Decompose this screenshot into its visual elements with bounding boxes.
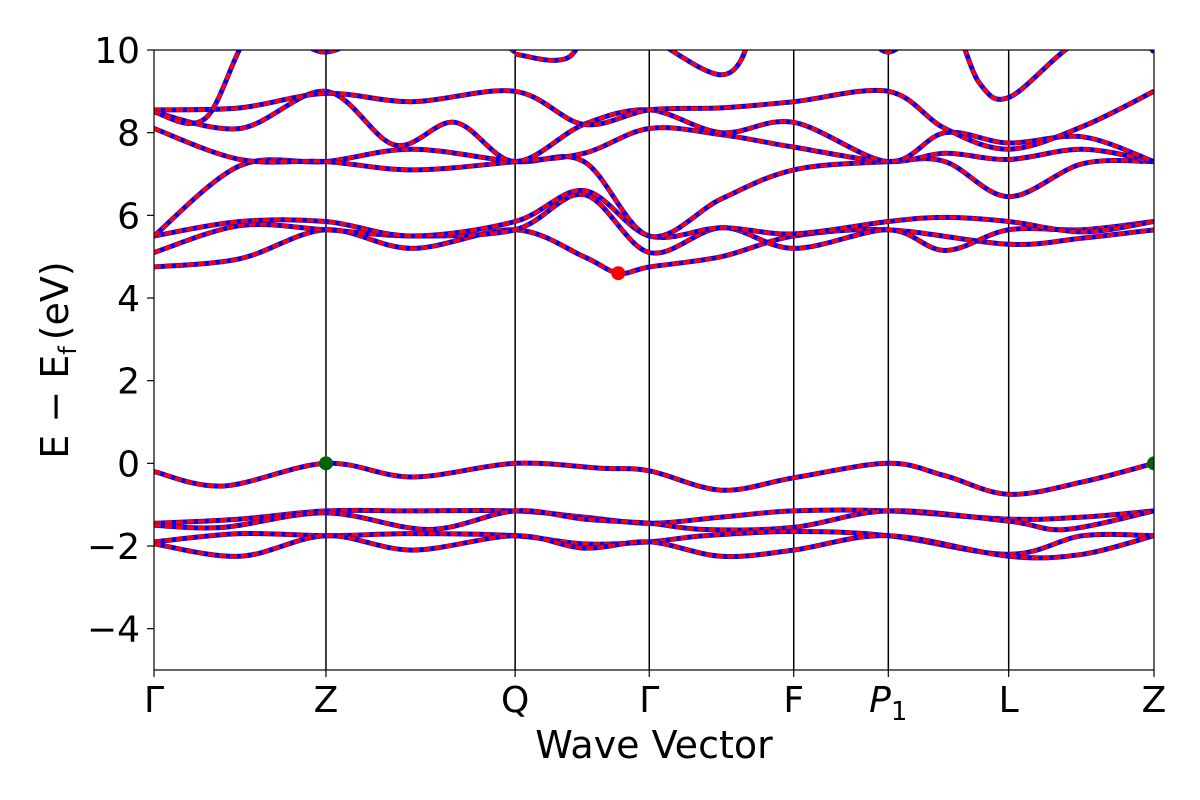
cbm-marker (611, 266, 626, 281)
x-tick-label: Z (1142, 680, 1167, 721)
y-tick-label: 4 (117, 279, 140, 320)
y-axis-title-main: E − E (33, 355, 77, 459)
band-line-1-blue (154, 460, 1154, 497)
vbm-marker (318, 456, 333, 471)
x-tick-label: P1 (869, 680, 907, 727)
band-line-13-blue (154, 50, 517, 126)
y-axis-title-sub: f (54, 346, 82, 355)
band-line-10 (154, 125, 1154, 172)
y-axis-ticks: −4 −2 0 2 4 6 8 10 (87, 31, 154, 651)
y-tick-label: 0 (117, 444, 140, 485)
band-edge-markers (318, 266, 1154, 471)
band-series-group (154, 50, 1154, 561)
y-tick-label: −4 (87, 610, 140, 651)
vbm-marker (1147, 456, 1154, 471)
x-axis-title: Wave Vector (535, 723, 773, 767)
band-line-5 (154, 533, 1154, 560)
band-line-14 (514, 50, 748, 77)
band-line-15 (878, 50, 1154, 102)
band-line-12 (154, 88, 1154, 152)
x-tick-label: L (999, 680, 1019, 721)
x-tick-label: Q (501, 680, 529, 721)
band-line-15-blue (877, 50, 1154, 102)
y-tick-label: 6 (117, 196, 140, 237)
x-tick-label: Γ (144, 680, 164, 721)
x-tick-label: Z (314, 680, 339, 721)
y-tick-label: 8 (117, 114, 140, 155)
band-line-8 (154, 188, 1154, 240)
x-tick-label: F (783, 680, 804, 721)
band-line-3 (154, 508, 1154, 532)
y-axis-title: E − Ef (eV) (33, 261, 82, 459)
y-axis-title-unit: (eV) (33, 261, 77, 340)
y-tick-label: 2 (117, 362, 140, 403)
plot-frame (153, 49, 1155, 671)
high-symmetry-lines (325, 50, 1010, 670)
y-tick-label: 10 (94, 31, 140, 72)
band-line-13 (154, 50, 517, 126)
band-line-14-blue (514, 50, 749, 78)
y-tick-label: −2 (87, 527, 140, 568)
x-tick-label: Γ (639, 680, 659, 721)
band-line-7 (154, 192, 1154, 256)
x-axis-ticks: Γ Z Q Γ F P1 L Z (144, 670, 1166, 727)
